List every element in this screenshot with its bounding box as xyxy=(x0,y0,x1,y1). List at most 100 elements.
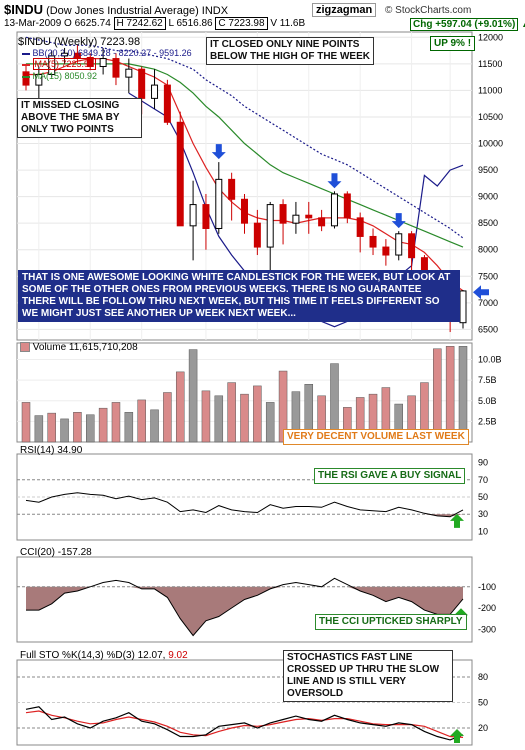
volume-bar xyxy=(34,415,44,443)
sto-label-text: Full STO %K(14,3) %D(3) 12.07, xyxy=(20,650,166,661)
legend-ma5: MA(5) 7225.99 xyxy=(22,58,97,70)
candle-body xyxy=(266,204,274,248)
volume-bar xyxy=(137,399,146,443)
rsi-tick-label: 50 xyxy=(478,492,488,502)
volume-bar xyxy=(227,382,236,443)
candle-body xyxy=(305,214,313,219)
candle-body xyxy=(279,204,287,224)
up-pct-badge: UP 9% ! xyxy=(430,36,476,51)
legend-ma15: MA(15) 8050.92 xyxy=(22,71,97,81)
legend-ma5-text: MA(5) 7225.99 xyxy=(32,58,97,70)
candle-body xyxy=(99,58,107,68)
candle-body xyxy=(22,71,30,86)
blue-down-arrow-icon xyxy=(327,173,342,189)
price-tick-label: 9500 xyxy=(478,165,498,175)
candle-body xyxy=(163,84,171,123)
bb-upper-line xyxy=(25,36,464,239)
symbol: $INDU xyxy=(4,2,44,17)
rsi-line xyxy=(25,492,464,518)
volume-bar xyxy=(98,407,108,443)
volume-bar xyxy=(240,393,249,443)
sto-panel-label: Full STO %K(14,3) %D(3) 12.07, 9.02 xyxy=(20,650,188,661)
price-tick-label: 10000 xyxy=(478,139,503,149)
price-tick-label: 7500 xyxy=(478,271,498,281)
cci-panel-label: CCI(20) -157.28 xyxy=(20,547,92,558)
volume-tick-label: 7.5B xyxy=(478,375,497,385)
candle-body xyxy=(61,52,69,57)
candle-body xyxy=(125,68,133,78)
sto-k-line xyxy=(25,706,464,741)
close-value: C 7223.98 xyxy=(215,17,268,30)
annotation-white-candle: THAT IS ONE AWESOME LOOKING WHITE CANDLE… xyxy=(18,270,460,322)
rsi-tick-label: 90 xyxy=(478,458,488,468)
candle-body xyxy=(459,290,467,324)
period-date: 13-Mar-2009 xyxy=(4,18,62,29)
annotation-nine-points: IT CLOSED ONLY NINE POINTS BELOW THE HIG… xyxy=(206,37,374,65)
volume-bar xyxy=(458,346,468,443)
legend-ma15-text: MA(15) 8050.92 xyxy=(32,71,98,81)
ohlc-row: 13-Mar-2009 O 6625.74 H 7242.62 L 6516.8… xyxy=(4,17,306,30)
candle-body xyxy=(253,222,261,248)
rsi-tick-label: 70 xyxy=(478,475,488,485)
rsi-tick-label: 30 xyxy=(478,509,488,519)
sto-tick-label: 50 xyxy=(478,698,488,708)
price-tick-label: 11500 xyxy=(478,59,502,69)
candle-body xyxy=(228,178,236,200)
rsi-tick-label: 10 xyxy=(478,526,488,536)
cci-tick-label: -100 xyxy=(478,582,496,592)
volume-bar xyxy=(445,346,455,443)
username-badge: zigzagman xyxy=(312,3,377,17)
volume-bar xyxy=(150,409,159,443)
candle-body xyxy=(151,84,159,99)
candle-body xyxy=(189,204,197,227)
candle-body xyxy=(241,198,248,224)
volume-label-text: Volume 11,615,710,208 xyxy=(32,342,138,353)
volume-bar xyxy=(175,371,185,443)
volume-bar xyxy=(163,392,172,443)
legend-ma15-swatch xyxy=(22,75,30,78)
candle-body xyxy=(395,233,403,256)
index-name: (Dow Jones Industrial Average) xyxy=(46,5,199,17)
candle-body xyxy=(356,217,364,237)
candle-body xyxy=(176,121,184,227)
candle-body xyxy=(138,68,146,99)
annotation-volume: VERY DECENT VOLUME LAST WEEK xyxy=(283,429,469,445)
volume-bar xyxy=(47,412,56,443)
annotation-rsi: THE RSI GAVE A BUY SIGNAL xyxy=(314,468,466,484)
price-tick-label: 9000 xyxy=(478,192,498,202)
annotation-missed-5ma: IT MISSED CLOSING ABOVE THE 5MA BY ONLY … xyxy=(17,98,142,138)
price-tick-label: 11000 xyxy=(478,85,502,95)
sto-tick-label: 20 xyxy=(478,723,488,733)
ma15-line xyxy=(26,63,464,248)
candle-body xyxy=(35,73,43,86)
sto-tick-label: 80 xyxy=(478,672,488,682)
legend-bb: BB(20,2.0) 6849.28 - 8220.27 - 9591.26 xyxy=(22,48,192,58)
volume-bar xyxy=(73,412,82,443)
price-tick-label: 8000 xyxy=(478,245,498,255)
candle-body xyxy=(202,204,210,229)
cci-tick-label: -300 xyxy=(478,624,496,634)
volume-bar xyxy=(21,402,31,443)
candle-body xyxy=(330,193,338,227)
exchange: INDX xyxy=(201,5,229,17)
volume-bar xyxy=(265,402,275,443)
volume-bar xyxy=(201,390,211,443)
price-tick-label: 7000 xyxy=(478,298,498,308)
sto-label-d: 9.02 xyxy=(168,650,188,661)
cci-fill xyxy=(26,586,463,636)
open-value: O 6625.74 xyxy=(64,18,111,29)
volume-tick-label: 10.0B xyxy=(478,355,502,365)
blue-down-arrow-icon xyxy=(391,213,406,229)
green-up-arrow-icon xyxy=(450,729,464,743)
price-tick-label: 12000 xyxy=(478,32,503,42)
volume-swatch xyxy=(20,342,30,353)
chart-header-title: $INDU (Dow Jones Industrial Average) IND… xyxy=(4,2,228,17)
change-value: Chg +597.04 (+9.01%) xyxy=(410,18,519,31)
price-tick-label: 6500 xyxy=(478,324,498,334)
up-arrow-icon: ▲ xyxy=(521,19,525,29)
volume-bar xyxy=(86,414,95,443)
volume-value: V 11.6B xyxy=(270,18,306,29)
volume-tick-label: 2.5B xyxy=(478,416,497,426)
candle-body xyxy=(112,58,120,78)
legend-bb-swatch xyxy=(22,52,30,55)
